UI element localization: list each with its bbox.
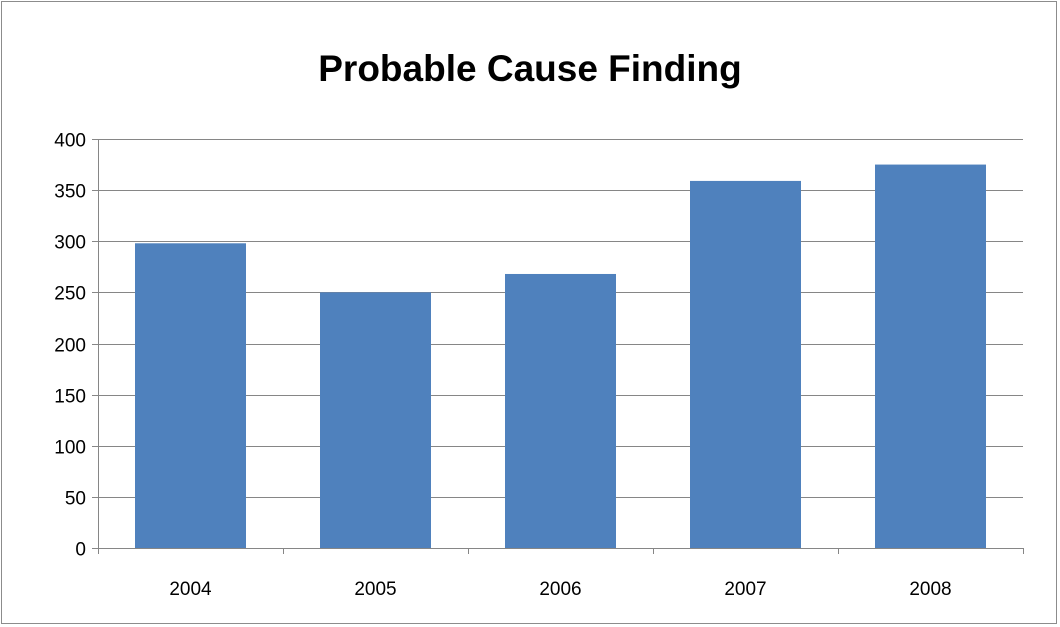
axes: [92, 139, 1024, 554]
y-tick-label: 400: [54, 131, 86, 152]
bar-2008: [875, 164, 986, 548]
y-tick-label: 0: [75, 540, 86, 561]
x-tick-label: 2005: [354, 579, 396, 600]
bar-2004: [135, 243, 246, 549]
x-tick-label: 2008: [909, 579, 951, 600]
y-tick-labels: 0 50 100 150 200 250 300 350 400: [54, 131, 86, 561]
x-tick-label: 2007: [724, 579, 766, 600]
bars: [135, 164, 986, 549]
x-tick-label: 2006: [539, 579, 581, 600]
y-tick-label: 200: [54, 336, 86, 357]
chart-title: Probable Cause Finding: [318, 48, 742, 89]
x-tick-labels: 2004 2005 2006 2007 2008: [169, 579, 951, 600]
bar-2005: [320, 292, 431, 548]
x-tick-label: 2004: [169, 579, 212, 600]
y-tick-label: 150: [54, 387, 86, 408]
bar-2006: [505, 273, 616, 548]
y-tick-label: 350: [54, 182, 86, 203]
bar-2007: [690, 180, 801, 549]
y-tick-label: 300: [54, 233, 86, 254]
y-tick-label: 100: [54, 438, 86, 459]
y-tick-label: 50: [65, 489, 86, 510]
y-tick-label: 250: [54, 284, 86, 305]
